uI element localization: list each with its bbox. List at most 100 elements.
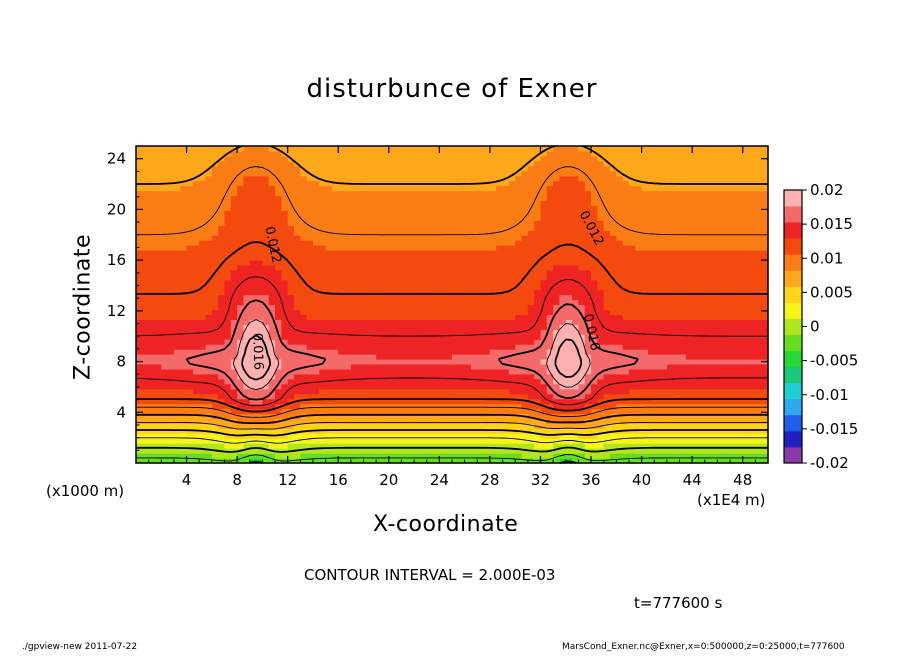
field-cell (344, 314, 352, 320)
field-cell (647, 433, 655, 439)
field-cell (300, 408, 308, 415)
field-cell (420, 383, 428, 390)
field-cell (730, 403, 737, 410)
field-cell (357, 250, 365, 256)
field-cell (546, 299, 554, 306)
field-cell (559, 274, 567, 281)
field-cell (736, 383, 744, 390)
field-cell (275, 383, 282, 390)
field-cell (622, 334, 630, 340)
field-cell (578, 443, 586, 449)
field-cell (660, 383, 668, 390)
field-cell (268, 225, 276, 231)
field-cell (319, 279, 327, 286)
field-cell (142, 240, 150, 246)
field-cell (338, 329, 346, 335)
field-cell (205, 215, 213, 221)
field-cell (180, 398, 188, 405)
field-cell (464, 403, 472, 410)
field-cell (331, 339, 339, 345)
field-cell (647, 388, 655, 395)
field-cell (382, 269, 390, 276)
field-cell (685, 314, 693, 320)
field-cell (755, 354, 763, 360)
field-cell (180, 368, 188, 375)
field-cell (464, 368, 472, 375)
field-cell (369, 443, 377, 449)
field-cell (148, 274, 156, 281)
field-cell (641, 259, 649, 266)
field-cell (508, 378, 516, 385)
field-cell (224, 215, 232, 221)
field-cell (249, 358, 257, 365)
field-cell (717, 358, 725, 365)
field-cell (755, 344, 763, 350)
field-cell (363, 344, 371, 350)
field-cell (268, 398, 276, 405)
field-cell (319, 294, 327, 301)
field-cell (521, 448, 529, 454)
field-cell (749, 423, 756, 429)
field-cell (325, 363, 333, 370)
field-cell (167, 289, 175, 296)
field-cell (237, 250, 245, 256)
field-cell (161, 458, 169, 464)
field-cell (496, 448, 504, 454)
field-cell (515, 279, 523, 286)
field-cell (540, 428, 548, 434)
field-cell (502, 245, 510, 251)
field-cell (527, 269, 535, 276)
field-cell (508, 220, 516, 226)
field-cell (414, 324, 421, 330)
field-cell (376, 438, 384, 444)
field-cell (363, 240, 371, 246)
field-cell (464, 453, 472, 459)
field-cell (338, 264, 346, 271)
field-cell (312, 433, 320, 439)
field-cell (268, 423, 276, 429)
field-cell (572, 289, 579, 296)
field-cell (256, 284, 263, 291)
field-cell (546, 403, 554, 410)
field-cell (433, 438, 440, 444)
field-cell (319, 299, 327, 306)
field-cell (426, 388, 434, 395)
field-cell (496, 319, 504, 325)
field-cell (502, 264, 510, 271)
field-cell (704, 245, 712, 251)
field-cell (502, 230, 510, 236)
field-cell (559, 428, 567, 434)
field-cell (224, 250, 232, 256)
field-cell (698, 319, 706, 325)
field-cell (268, 324, 276, 330)
field-cell (641, 250, 649, 256)
field-cell (717, 368, 725, 375)
field-cell (470, 235, 478, 241)
field-cell (477, 453, 485, 459)
field-cell (338, 383, 346, 390)
field-cell (736, 378, 744, 385)
field-cell (673, 438, 681, 444)
field-cell (610, 304, 617, 311)
field-cell (294, 443, 301, 449)
field-cell (489, 393, 497, 400)
field-cell (679, 368, 687, 375)
field-cell (597, 279, 605, 286)
field-cell (673, 393, 681, 400)
field-cell (192, 269, 200, 276)
field-cell (736, 309, 744, 315)
field-cell (654, 319, 662, 325)
field-cell (572, 349, 579, 355)
field-cell (407, 230, 415, 236)
field-cell (711, 408, 719, 415)
field-cell (679, 230, 687, 236)
field-cell (369, 289, 377, 296)
field-cell (148, 230, 156, 236)
field-cell (439, 413, 447, 420)
field-cell (420, 458, 428, 464)
field-cell (489, 428, 497, 434)
field-cell (515, 245, 523, 251)
field-cell (546, 304, 554, 311)
field-cell (477, 319, 485, 325)
field-cell (496, 259, 504, 266)
